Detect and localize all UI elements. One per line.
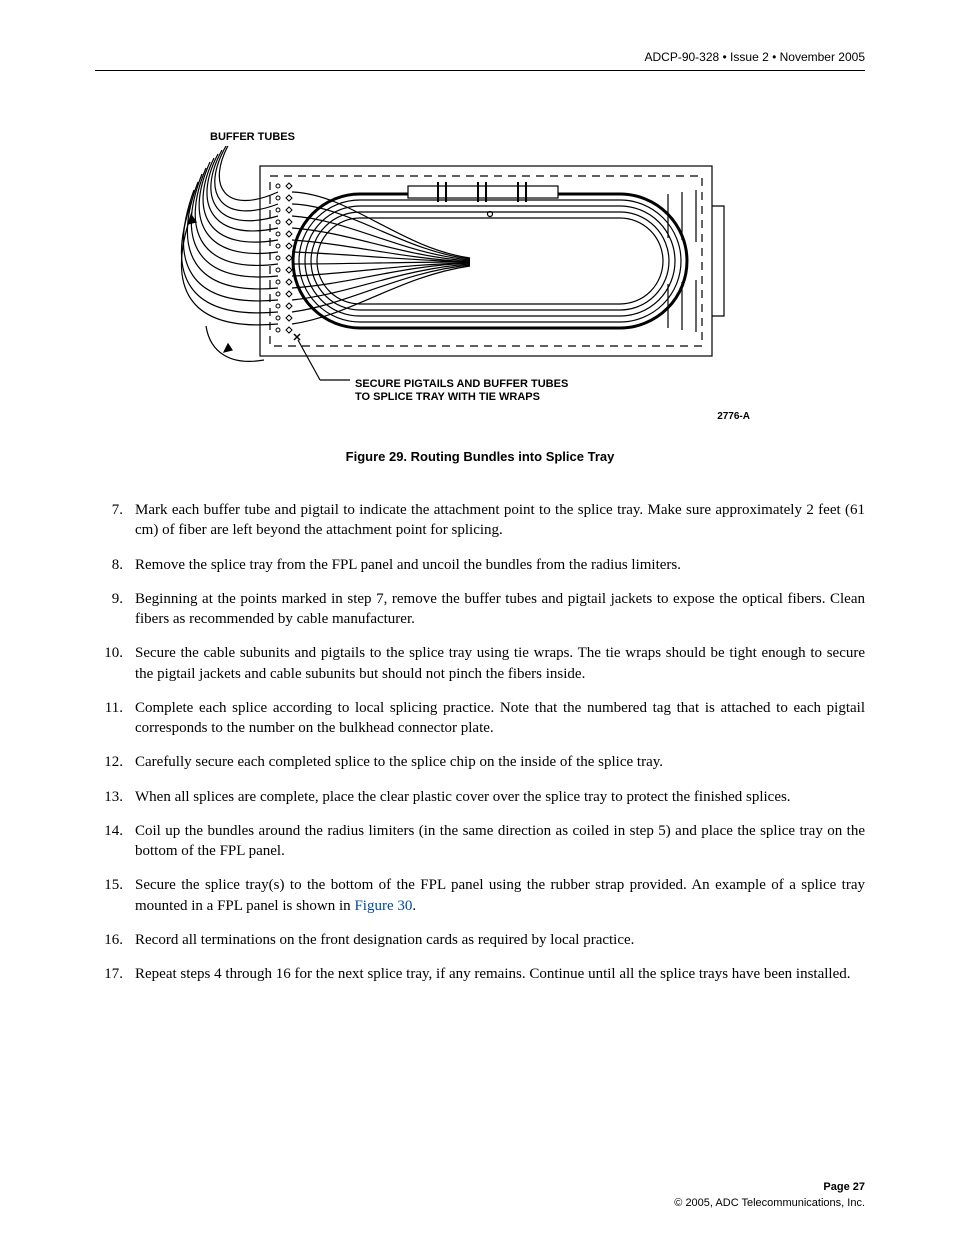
step-11: 11.Complete each splice according to loc… [95, 698, 865, 739]
step-num: 11. [95, 698, 135, 739]
step-num: 9. [95, 589, 135, 630]
splice-tray-diagram [170, 146, 750, 396]
step-text: Secure the splice tray(s) to the bottom … [135, 875, 865, 916]
step-num: 13. [95, 787, 135, 807]
step-text: Repeat steps 4 through 16 for the next s… [135, 964, 865, 984]
step-num: 10. [95, 643, 135, 684]
step-text: Remove the splice tray from the FPL pane… [135, 555, 865, 575]
callout-tie-wraps: SECURE PIGTAILS AND BUFFER TUBES TO SPLI… [355, 378, 568, 404]
step-15: 15.Secure the splice tray(s) to the bott… [95, 875, 865, 916]
step-text: Record all terminations on the front des… [135, 930, 865, 950]
figure-29: BUFFER TUBES [210, 131, 750, 431]
figure-caption: Figure 29. Routing Bundles into Splice T… [95, 449, 865, 464]
callout-buffer-tubes: BUFFER TUBES [210, 131, 295, 143]
step-text: Beginning at the points marked in step 7… [135, 589, 865, 630]
step-text: Complete each splice according to local … [135, 698, 865, 739]
step-num: 12. [95, 752, 135, 772]
step-num: 14. [95, 821, 135, 862]
step-13: 13.When all splices are complete, place … [95, 787, 865, 807]
step-10: 10.Secure the cable subunits and pigtail… [95, 643, 865, 684]
running-header: ADCP-90-328 • Issue 2 • November 2005 [95, 50, 865, 71]
callout-line1: SECURE PIGTAILS AND BUFFER TUBES [355, 378, 568, 390]
copyright: © 2005, ADC Telecommunications, Inc. [674, 1197, 865, 1209]
step-7: 7.Mark each buffer tube and pigtail to i… [95, 500, 865, 541]
step-num: 17. [95, 964, 135, 984]
step-text: Coil up the bundles around the radius li… [135, 821, 865, 862]
step-num: 15. [95, 875, 135, 916]
step-num: 7. [95, 500, 135, 541]
step-9: 9.Beginning at the points marked in step… [95, 589, 865, 630]
step-14: 14.Coil up the bundles around the radius… [95, 821, 865, 862]
step-text: Mark each buffer tube and pigtail to ind… [135, 500, 865, 541]
callout-line2: TO SPLICE TRAY WITH TIE WRAPS [355, 391, 540, 403]
step-text: Carefully secure each completed splice t… [135, 752, 865, 772]
step-8: 8.Remove the splice tray from the FPL pa… [95, 555, 865, 575]
xref-figure-30[interactable]: Figure 30 [354, 898, 412, 914]
procedure-steps: 7.Mark each buffer tube and pigtail to i… [95, 500, 865, 984]
page-content: ADCP-90-328 • Issue 2 • November 2005 BU… [95, 50, 865, 998]
step-num: 16. [95, 930, 135, 950]
step-num: 8. [95, 555, 135, 575]
step-text: Secure the cable subunits and pigtails t… [135, 643, 865, 684]
step-17: 17.Repeat steps 4 through 16 for the nex… [95, 964, 865, 984]
step-16: 16.Record all terminations on the front … [95, 930, 865, 950]
diagram-id: 2776-A [717, 411, 750, 422]
step-12: 12.Carefully secure each completed splic… [95, 752, 865, 772]
page-number: Page 27 [823, 1181, 865, 1193]
step-text: When all splices are complete, place the… [135, 787, 865, 807]
page-footer: Page 27 © 2005, ADC Telecommunications, … [95, 1180, 865, 1211]
